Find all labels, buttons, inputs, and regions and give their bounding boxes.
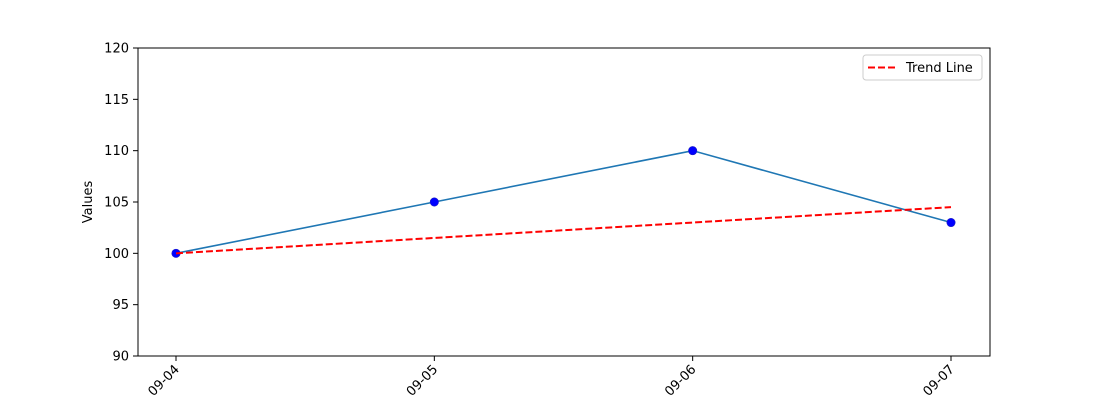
y-axis-label: Values [81,181,96,224]
y-axis: 90 95 100 105 110 115 120 [104,42,138,365]
y-tick-label: 120 [104,42,129,57]
trend-line [175,206,952,255]
legend-label: Trend Line [905,61,973,76]
x-tick-label: 09-06 [662,362,699,399]
legend-box [862,54,983,81]
y-tick-label: 105 [104,196,129,211]
x-axis: 09-04 09-05 09-06 09-07 [146,356,958,400]
data-point [688,146,698,156]
y-tick-label: 95 [112,298,129,313]
y-tick-label: 110 [104,144,129,159]
y-tick-label: 115 [104,93,129,108]
series-line [175,149,952,255]
plot-frame [137,47,991,357]
x-tick-label: 09-07 [921,362,958,399]
series-layer [171,146,956,258]
data-point [946,218,956,228]
x-tick-label: 09-04 [146,362,183,399]
plot-area [137,47,991,357]
y-tick-label: 90 [112,350,129,365]
y-tick-label: 100 [104,247,129,262]
legend: Trend Line [862,54,983,81]
x-tick-label: 09-05 [404,362,441,399]
data-point [429,197,439,207]
